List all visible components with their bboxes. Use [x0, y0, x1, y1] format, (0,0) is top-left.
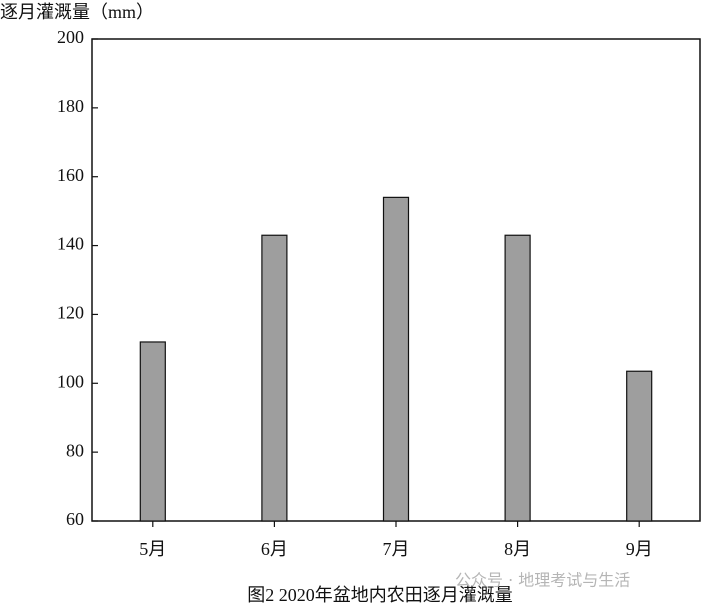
x-tick-label: 9月 [626, 539, 653, 559]
bar [626, 370, 653, 522]
y-tick-label: 140 [57, 234, 84, 254]
caption: 图2 2020年盆地内农田逐月灌溉量 [247, 585, 513, 605]
x-tick-label: 6月 [261, 539, 288, 559]
bar [504, 234, 531, 522]
bar [382, 196, 410, 522]
y-tick-label: 100 [57, 371, 84, 391]
y-tick-label: 80 [66, 440, 84, 460]
bar [261, 234, 288, 522]
y-tick-label: 180 [57, 96, 84, 116]
y-tick-label: 60 [66, 509, 84, 529]
bar [139, 341, 166, 522]
watermark: 公众号 · 地理考试与生活 [455, 571, 630, 590]
y-axis-title: 逐月灌溉量（mm） [0, 2, 154, 22]
y-tick-label: 120 [57, 303, 84, 323]
y-tick-label: 200 [57, 27, 84, 47]
x-tick-label: 5月 [139, 539, 166, 559]
x-tick-label: 8月 [504, 539, 531, 559]
x-tick-label: 7月 [383, 539, 410, 559]
y-tick-label: 160 [57, 165, 84, 185]
